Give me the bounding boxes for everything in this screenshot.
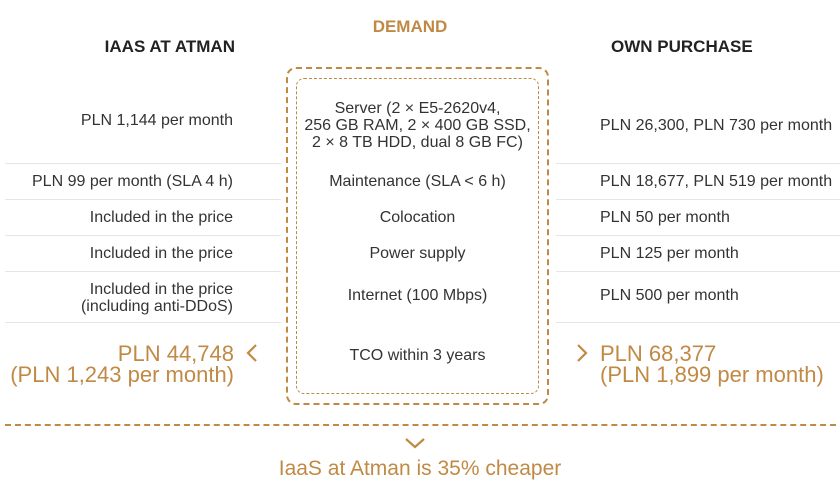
purchase-tco-total: PLN 68,377 (PLN 1,899 per month): [600, 341, 824, 387]
row-separator: [5, 163, 281, 164]
iaas-internet-cost: Included in the price (including anti-DD…: [80, 281, 233, 315]
iaas-header: IAAS AT ATMAN: [104, 37, 235, 56]
purchase-maintenance-cost: PLN 18,677, PLN 519 per month: [600, 173, 833, 190]
purchase-server-cost: PLN 26,300, PLN 730 per month: [600, 117, 833, 134]
chevron-right-icon: [577, 344, 588, 362]
demand-maintenance: Maintenance (SLA < 6 h): [329, 173, 506, 190]
demand-box-outer: [286, 67, 549, 405]
demand-power: Power supply: [369, 245, 466, 262]
iaas-tco-total: PLN 44,748 (PLN 1,243 per month): [10, 341, 234, 387]
demand-internet: Internet (100 Mbps): [347, 287, 488, 304]
iaas-colocation-cost: Included in the price: [89, 209, 233, 226]
row-separator: [556, 163, 840, 164]
row-separator: [5, 271, 281, 272]
summary-divider: [5, 424, 836, 426]
purchase-colocation-cost: PLN 50 per month: [600, 209, 730, 226]
iaas-power-cost: Included in the price: [89, 245, 233, 262]
row-separator: [5, 322, 281, 323]
row-separator: [556, 271, 840, 272]
summary-text: IaaS at Atman is 35% cheaper: [278, 457, 562, 480]
demand-colocation: Colocation: [379, 209, 456, 226]
purchase-internet-cost: PLN 500 per month: [600, 287, 739, 304]
row-separator: [5, 199, 281, 200]
purchase-power-cost: PLN 125 per month: [600, 245, 739, 262]
demand-tco: TCO within 3 years: [349, 347, 486, 364]
iaas-server-cost: PLN 1,144 per month: [80, 112, 233, 129]
iaas-maintenance-cost: PLN 99 per month (SLA 4 h): [32, 173, 233, 190]
row-separator: [5, 235, 281, 236]
chevron-down-icon: [405, 438, 425, 449]
row-separator: [556, 235, 840, 236]
demand-box-inner: [296, 78, 539, 394]
demand-server: Server (2 × E5-2620v4, 256 GB RAM, 2 × 4…: [304, 100, 531, 151]
own-purchase-header: OWN PURCHASE: [611, 37, 753, 56]
row-separator: [556, 322, 840, 323]
demand-header: DEMAND: [372, 17, 448, 36]
chevron-left-icon: [246, 344, 257, 362]
row-separator: [556, 199, 840, 200]
